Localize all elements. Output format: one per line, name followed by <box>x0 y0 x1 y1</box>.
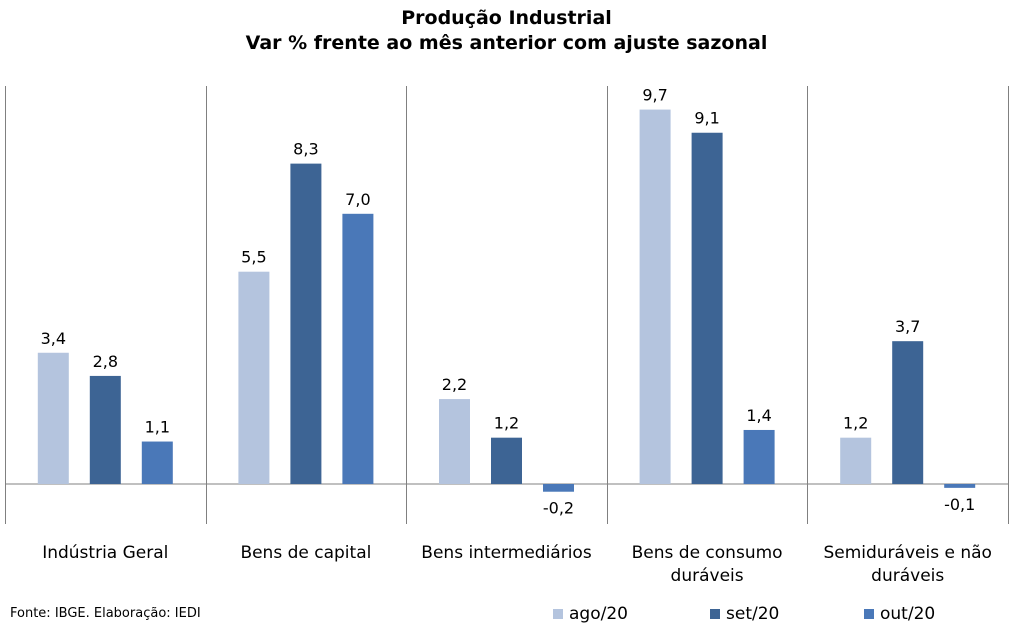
data-label: 2,2 <box>442 375 467 394</box>
category-label: Semiduráveis e não <box>823 543 991 563</box>
data-label: -0,1 <box>944 495 975 514</box>
category-label: Bens de consumo <box>632 543 783 563</box>
bar-out20-3 <box>743 429 775 484</box>
category-label: Indústria Geral <box>42 543 168 563</box>
chart-title-block: Produção Industrial Var % frente ao mês … <box>0 6 1013 56</box>
bar-set20-0 <box>89 375 121 484</box>
source-note: Fonte: IBGE. Elaboração: IEDI <box>10 606 201 621</box>
chart-subtitle: Var % frente ao mês anterior com ajuste … <box>245 32 768 54</box>
data-label: 2,8 <box>93 352 118 371</box>
data-label: 8,3 <box>293 140 318 159</box>
bar-ago20-3 <box>639 109 671 484</box>
legend-label-out20: out/20 <box>880 604 936 624</box>
bar-out20-2 <box>543 484 574 492</box>
bar-chart: 3,4 2,8 1,1 Indústria Geral 5,5 8,3 7,0 Bens de… <box>5 86 1009 586</box>
legend-label-set20: set/20 <box>726 604 780 624</box>
legend-swatch-ago20 <box>553 609 563 619</box>
category-label: duráveis <box>671 566 744 586</box>
bar-out20-0 <box>141 441 173 484</box>
data-label: 1,2 <box>843 414 868 433</box>
category-label: Bens de capital <box>240 543 371 563</box>
data-label: 1,2 <box>494 414 519 433</box>
bar-set20-1 <box>290 163 322 484</box>
data-label: 3,4 <box>41 329 66 348</box>
bar-out20-1 <box>342 213 374 485</box>
data-label: 9,7 <box>642 86 667 105</box>
data-label: 9,1 <box>694 109 719 128</box>
bar-ago20-2 <box>439 399 470 484</box>
category-label: Bens intermediários <box>421 543 592 563</box>
legend-swatch-set20 <box>710 609 720 619</box>
category-label: duráveis <box>871 566 944 586</box>
bar-set20-2 <box>491 437 522 484</box>
legend-item-ago20: ago/20 <box>553 604 628 624</box>
chart-title: Produção Industrial <box>401 7 612 29</box>
bar-set20-3 <box>691 132 723 485</box>
bar-ago20-4 <box>840 437 872 484</box>
bar-set20-4 <box>892 341 924 484</box>
legend-item-out20: out/20 <box>864 604 935 624</box>
bar-ago20-0 <box>37 352 69 484</box>
legend-label-ago20: ago/20 <box>569 604 628 624</box>
legend-item-set20: set/20 <box>710 604 779 624</box>
data-label: 1,1 <box>145 418 170 437</box>
data-label: 3,7 <box>895 317 920 336</box>
bar-ago20-1 <box>238 271 270 484</box>
data-label: 1,4 <box>746 406 771 425</box>
data-label: 7,0 <box>345 190 370 209</box>
data-label: -0,2 <box>543 499 574 518</box>
bar-out20-4 <box>944 484 976 488</box>
legend-swatch-out20 <box>864 609 874 619</box>
data-label: 5,5 <box>241 248 266 267</box>
